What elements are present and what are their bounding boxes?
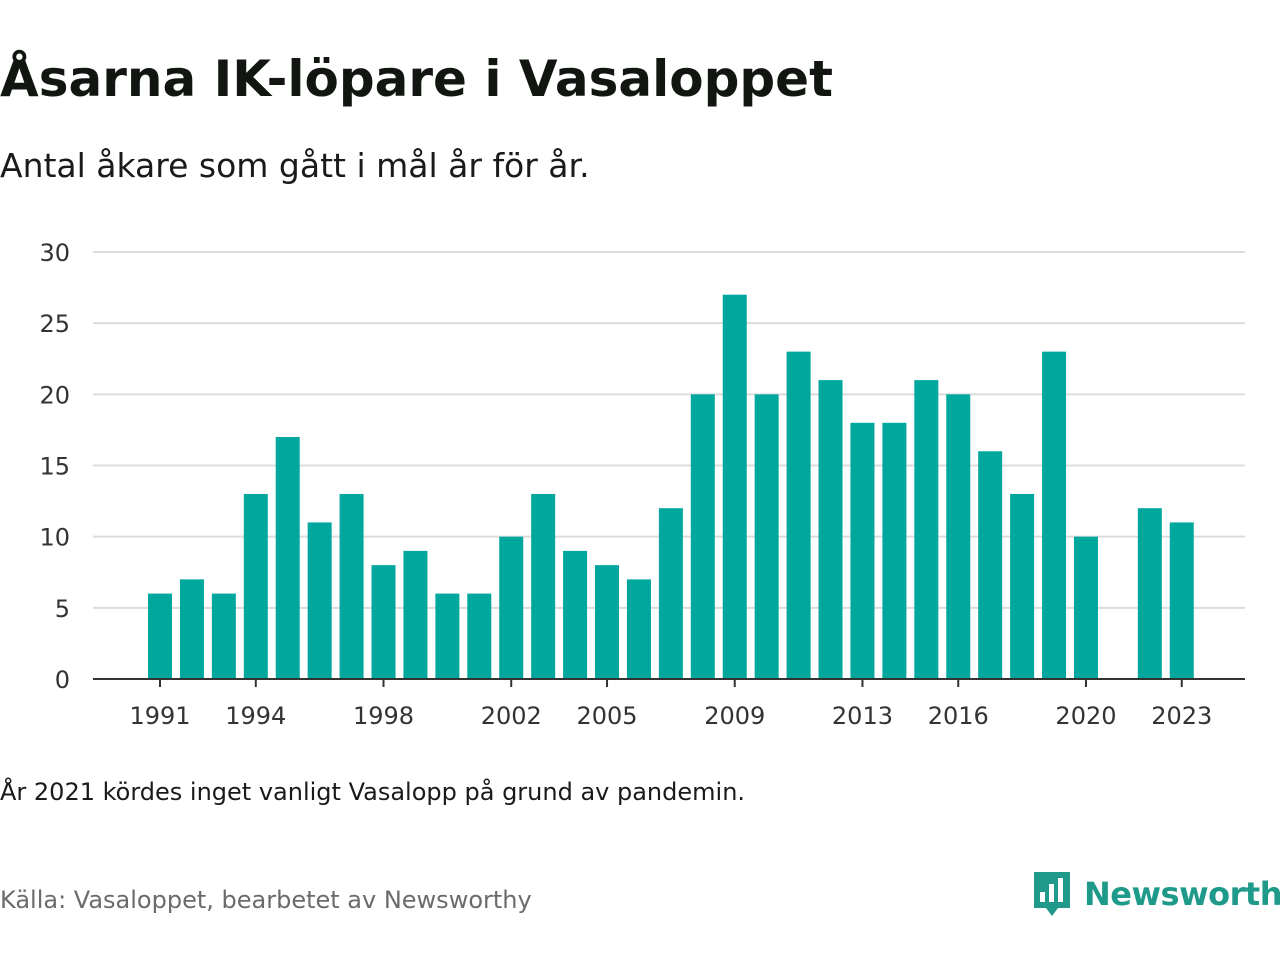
bar-2018 [1010,493,1035,679]
bar-2001 [467,593,492,679]
y-tick-label-15: 15 [39,453,70,481]
bar-1992 [179,579,204,679]
x-tick-label-2016: 2016 [928,702,989,730]
source-text: Källa: Vasaloppet, bearbetet av Newswort… [0,886,532,914]
x-tick-label-2009: 2009 [704,702,765,730]
y-tick-label-10: 10 [39,524,70,552]
bar-1999 [403,550,428,679]
bar-2011 [786,351,811,679]
bar-2006 [626,579,651,679]
chart-subtitle: Antal åkare som gått i mål år för år. [0,146,590,185]
x-axis: 1991 1994 1998 2002 2005 2009 2013 2016 2020 2023 [93,678,1245,730]
bar-2013 [850,422,875,679]
y-tick-label-0: 0 [55,666,70,694]
bar-1997 [339,493,364,679]
bar-2010 [754,394,779,679]
bar-1995 [275,437,300,679]
bar-2000 [435,593,460,679]
x-tick-label-2023: 2023 [1151,702,1212,730]
bar-2017 [978,451,1003,679]
y-tick-label-25: 25 [39,310,70,338]
bar-2019 [1042,351,1067,679]
x-tick-label-1991: 1991 [129,702,190,730]
x-tick-label-2005: 2005 [576,702,637,730]
bar-1994 [243,493,268,679]
bar-1996 [307,522,332,679]
bar-chart: 0 5 10 15 20 25 30 1991 1994 1998 2002 2005 2009 201… [39,239,1245,730]
bar-2020 [1073,536,1098,679]
bar-1998 [371,565,396,679]
bar-1991 [148,593,172,679]
bar-2007 [658,508,683,679]
bars [148,294,1194,679]
bar-2014 [882,422,907,679]
x-tick-label-2013: 2013 [832,702,893,730]
bar-2009 [722,294,747,679]
footnote: År 2021 kördes inget vanligt Vasalopp på… [0,778,746,806]
x-tick-label-2020: 2020 [1055,702,1116,730]
bar-2002 [499,536,524,679]
bar-2005 [595,565,620,679]
x-tick-label-2002: 2002 [481,702,542,730]
x-tick-label-1994: 1994 [225,702,286,730]
bar-2003 [531,493,556,679]
bar-2023 [1169,522,1194,679]
bar-2008 [690,394,715,679]
bar-2004 [563,550,588,679]
bar-chart-logo-icon [1034,872,1070,916]
y-axis-labels: 0 5 10 15 20 25 30 [39,239,70,694]
bar-2012 [818,380,843,679]
y-tick-label-20: 20 [39,381,70,409]
newsworthy-logo: Newsworthy [1032,870,1280,918]
chart-title: Åsarna IK-löpare i Vasaloppet [0,50,833,108]
brand-name: Newsworthy [1084,875,1280,913]
bar-2016 [946,394,971,679]
x-tick-label-1998: 1998 [353,702,414,730]
y-tick-label-30: 30 [39,239,70,267]
bar-2022 [1137,508,1162,679]
y-tick-label-5: 5 [55,595,70,623]
bar-2015 [914,380,939,679]
bar-1993 [211,593,236,679]
